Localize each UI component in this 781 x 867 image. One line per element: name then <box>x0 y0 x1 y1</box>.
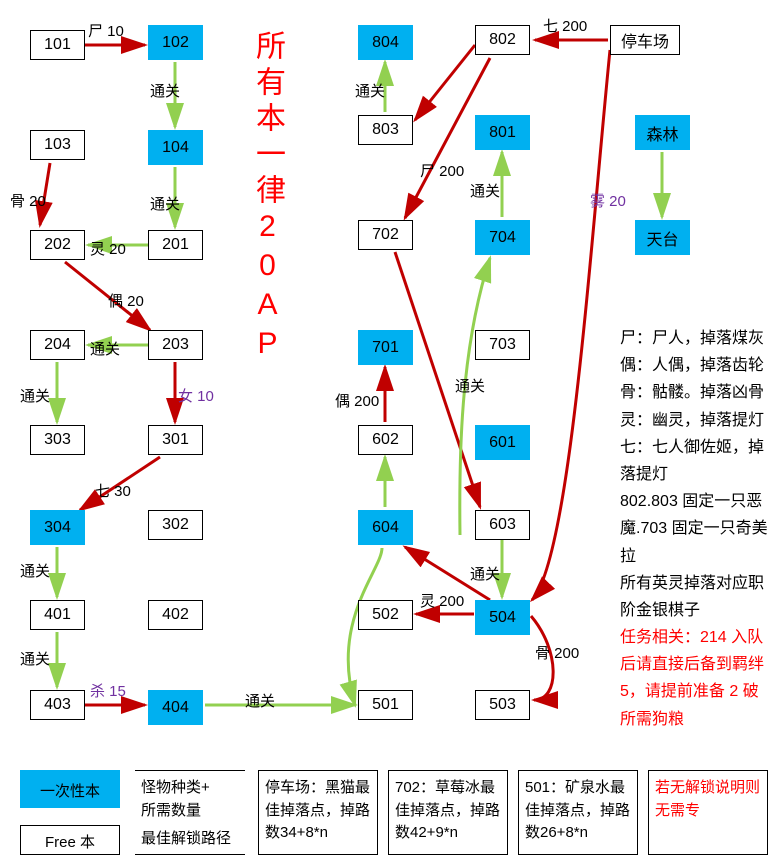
edge-label: 通关 <box>150 80 180 101</box>
node-303: 303 <box>30 425 85 455</box>
node-604: 604 <box>358 510 413 545</box>
edge-label: 七 200 <box>543 15 587 36</box>
node-forest: 森林 <box>635 115 690 150</box>
legend-line: 802.803 固定一只恶魔.703 固定一只奇美拉 <box>620 488 770 570</box>
edge-label: 骨 200 <box>535 642 579 663</box>
edge-label: 通关 <box>470 563 500 584</box>
edge-label: 灵 20 <box>90 238 126 259</box>
node-102: 102 <box>148 25 203 60</box>
node-501: 501 <box>358 690 413 720</box>
node-302: 302 <box>148 510 203 540</box>
node-401: 401 <box>30 600 85 630</box>
edge-label: 灵 200 <box>420 590 464 611</box>
node-801: 801 <box>475 115 530 150</box>
edge-label: 通关 <box>20 385 50 406</box>
legend-one-time: 一次性本 <box>20 770 120 808</box>
node-804: 804 <box>358 25 413 60</box>
node-104: 104 <box>148 130 203 165</box>
node-703: 703 <box>475 330 530 360</box>
node-602: 602 <box>358 425 413 455</box>
bottom-box-1: 停车场：黑猫最佳掉落点，掉路数34+8*n <box>258 770 378 855</box>
node-103: 103 <box>30 130 85 160</box>
node-701: 701 <box>358 330 413 365</box>
node-roof: 天台 <box>635 220 690 255</box>
edge-label: 通关 <box>150 193 180 214</box>
main-title: 所有本一律20AP <box>245 30 289 366</box>
node-101: 101 <box>30 30 85 60</box>
edge-label: 通关 <box>355 80 385 101</box>
edge-label: 骨 20 <box>10 190 46 211</box>
edge-label: 偶 200 <box>335 390 379 411</box>
edge-label: 雾 20 <box>590 190 626 211</box>
edge-label: 偶 20 <box>108 290 144 311</box>
bottom-box-4: 若无解锁说明则无需专 <box>648 770 768 855</box>
node-504: 504 <box>475 600 530 635</box>
edge-label: 杀 15 <box>90 680 126 701</box>
edge-label: 尸 10 <box>88 20 124 41</box>
node-403: 403 <box>30 690 85 720</box>
legend-terms: 怪物种类+ 所需数量 最佳解锁路径 <box>135 770 245 855</box>
node-402: 402 <box>148 600 203 630</box>
edge-label: 女 10 <box>178 385 214 406</box>
node-201: 201 <box>148 230 203 260</box>
node-204: 204 <box>30 330 85 360</box>
edge-label: 通关 <box>90 338 120 359</box>
edge-label: 通关 <box>470 180 500 201</box>
edge-label: 七 30 <box>95 480 131 501</box>
legend-term-2: 最佳解锁路径 <box>141 828 239 851</box>
legend-free: Free 本 <box>20 825 120 855</box>
node-203: 203 <box>148 330 203 360</box>
node-603: 603 <box>475 510 530 540</box>
edge-label: 通关 <box>455 375 485 396</box>
bottom-box-2: 702：草莓冰最佳掉落点，掉路数42+9*n <box>388 770 508 855</box>
edge-label: 通关 <box>20 560 50 581</box>
edge-label: 通关 <box>245 690 275 711</box>
node-304: 304 <box>30 510 85 545</box>
legend-line: 骨：骷髅。掉落凶骨 <box>620 379 770 406</box>
legend-line: 灵：幽灵，掉落提灯 <box>620 407 770 434</box>
legend-red: 任务相关：214 入队后请直接后备到羁绊 5，请提前准备 2 破所需狗粮 <box>620 624 770 733</box>
edge-label: 尸 200 <box>420 160 464 181</box>
node-702: 702 <box>358 220 413 250</box>
node-202: 202 <box>30 230 85 260</box>
node-803: 803 <box>358 115 413 145</box>
edge-label: 通关 <box>20 648 50 669</box>
node-802: 802 <box>475 25 530 55</box>
node-601: 601 <box>475 425 530 460</box>
node-502: 502 <box>358 600 413 630</box>
legend-line: 七：七人御佐姬，掉落提灯 <box>620 434 770 488</box>
node-404: 404 <box>148 690 203 725</box>
bottom-box-3: 501：矿泉水最佳掉落点，掉路数26+8*n <box>518 770 638 855</box>
legend-term-1: 怪物种类+ 所需数量 <box>141 777 239 822</box>
legend-line: 偶：人偶，掉落齿轮 <box>620 352 770 379</box>
legend-line: 尸：尸人，掉落煤灰 <box>620 325 770 352</box>
legend-line: 所有英灵掉落对应职阶金银棋子 <box>620 570 770 624</box>
legend-block: 尸：尸人，掉落煤灰偶：人偶，掉落齿轮骨：骷髅。掉落凶骨灵：幽灵，掉落提灯七：七人… <box>620 325 770 733</box>
node-704: 704 <box>475 220 530 255</box>
node-301: 301 <box>148 425 203 455</box>
node-503: 503 <box>475 690 530 720</box>
node-pk: 停车场 <box>610 25 680 55</box>
